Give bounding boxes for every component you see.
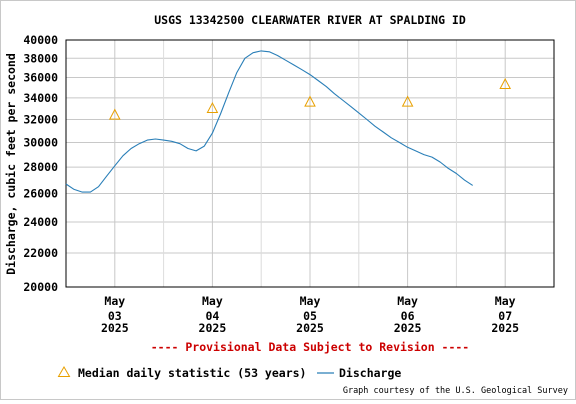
y-tick-label: 40000: [23, 33, 58, 47]
grid: [66, 40, 554, 287]
x-tick-label-day: 04: [205, 309, 219, 323]
y-tick-label: 36000: [23, 71, 58, 85]
plot-area: [65, 39, 555, 288]
y-tick-label: 30000: [23, 136, 58, 150]
y-tick-label: 34000: [23, 91, 58, 105]
x-tick-label-day: 03: [108, 309, 122, 323]
y-tick-label: 22000: [23, 246, 58, 260]
y-tick-label: 28000: [23, 160, 58, 174]
y-axis-label: Discharge, cubic feet per second: [4, 53, 18, 275]
legend-label-discharge: Discharge: [339, 366, 401, 380]
discharge-line: [65, 50, 473, 193]
y-tick-label: 26000: [23, 187, 58, 201]
x-tick-label-month: May: [300, 294, 321, 308]
x-tick-label-month: May: [104, 294, 125, 308]
x-tick-label-day: 07: [498, 309, 512, 323]
legend: Median daily statistic (53 years) Discha…: [57, 366, 401, 380]
x-tick-label-year: 2025: [101, 321, 129, 335]
median-triangle-marker: [304, 95, 316, 107]
x-tick-label-month: May: [495, 294, 516, 308]
x-tick-label-month: May: [202, 294, 223, 308]
y-tick-label: 38000: [23, 51, 58, 65]
x-tick-label-year: 2025: [394, 321, 422, 335]
series-layer: [65, 50, 512, 193]
x-tick-label-year: 2025: [491, 321, 519, 335]
x-tick-label-day: 06: [401, 309, 415, 323]
median-triangle-marker: [401, 95, 414, 107]
legend-label-median: Median daily statistic (53 years): [78, 366, 306, 380]
x-tick-label-year: 2025: [199, 321, 227, 335]
x-axis: May032025May042025May052025May062025May0…: [101, 294, 519, 335]
credit-text: Graph courtesy of the U.S. Geological Su…: [343, 386, 568, 396]
median-triangle-marker: [108, 108, 121, 120]
y-tick-label: 32000: [23, 113, 58, 127]
chart-title: USGS 13342500 CLEARWATER RIVER AT SPALDI…: [154, 13, 466, 27]
y-tick-label: 24000: [23, 215, 58, 229]
median-triangle-marker: [499, 77, 512, 90]
y-tick-label: 20000: [23, 280, 58, 294]
median-triangle-marker: [206, 101, 219, 114]
x-tick-label-day: 05: [303, 309, 317, 323]
y-axis: 20000 22000 24000 26000 28000 30000 32000 34000…: [23, 33, 58, 294]
legend-triangle-icon: [57, 366, 71, 377]
provisional-notice: ---- Provisional Data Subject to Revisio…: [151, 340, 470, 354]
x-tick-label-year: 2025: [296, 321, 324, 335]
x-tick-label-month: May: [397, 294, 418, 308]
